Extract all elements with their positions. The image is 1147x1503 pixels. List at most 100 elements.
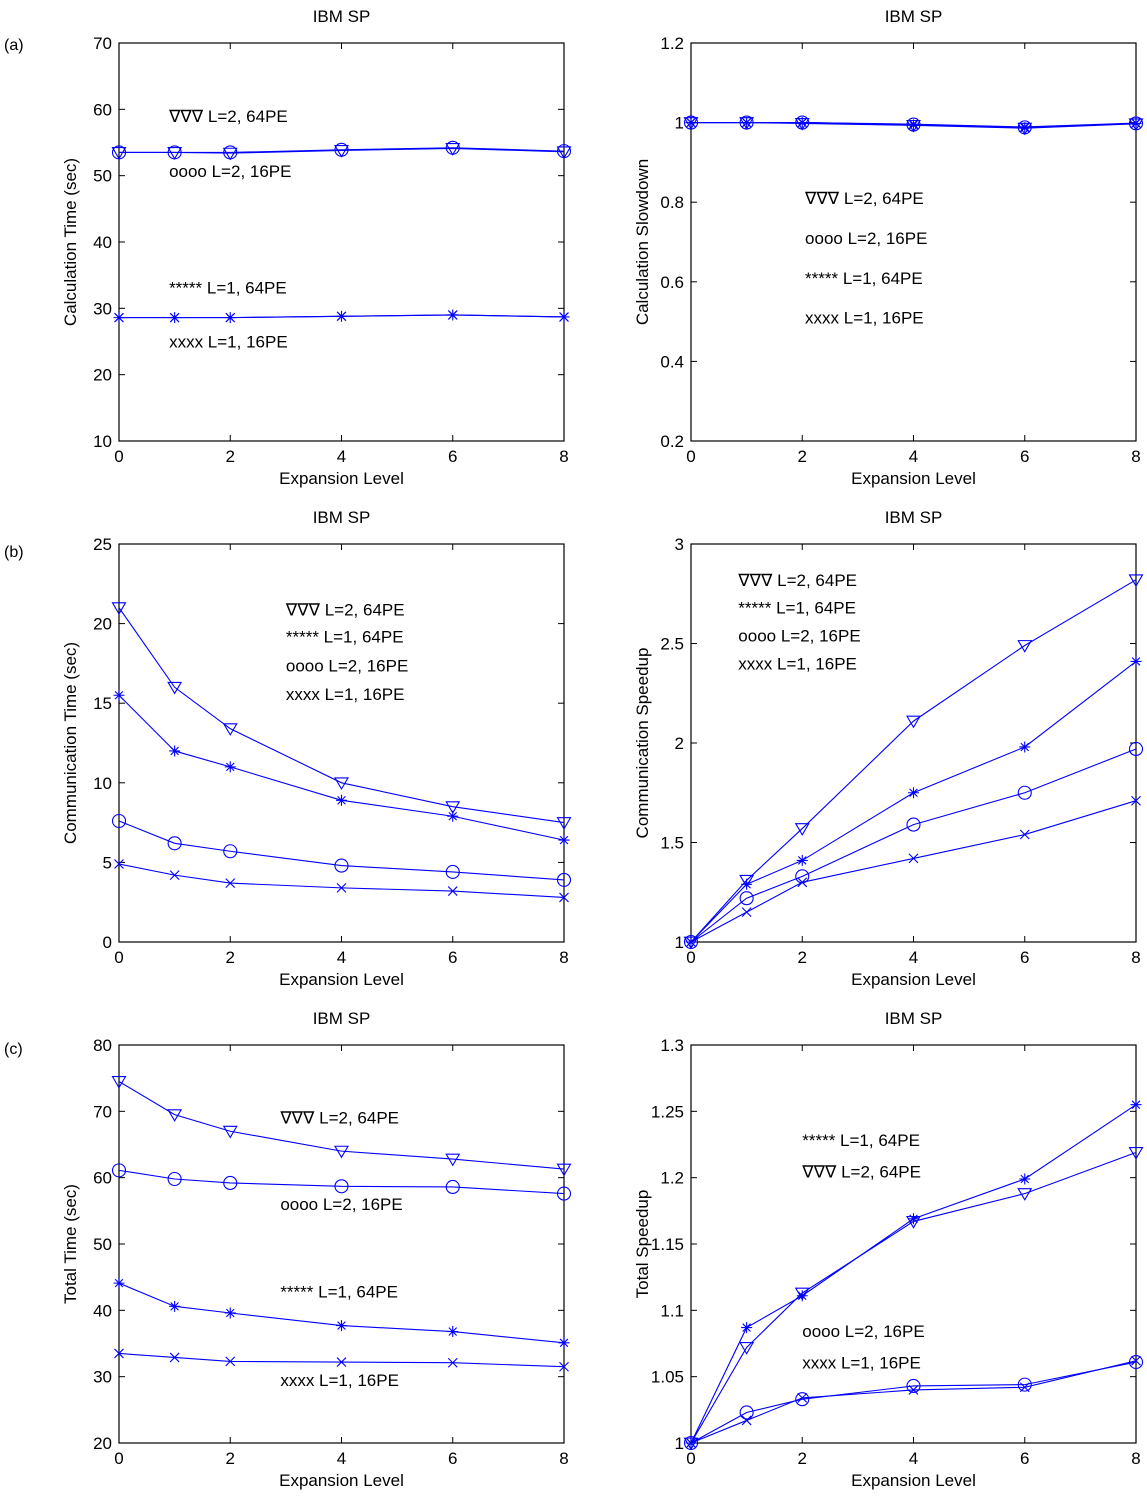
series-line xyxy=(118,1081,565,1170)
data-point xyxy=(111,602,127,615)
y-axis-label: Communication Time (sec) xyxy=(61,642,80,844)
x-tick-label: 8 xyxy=(1131,447,1140,466)
annotation-label: ***** L=1, 64PE xyxy=(286,628,404,647)
data-point xyxy=(445,143,461,156)
data-point xyxy=(169,1352,180,1363)
data-point xyxy=(222,723,238,736)
y-tick-label: 1.1 xyxy=(660,1301,684,1320)
series-star xyxy=(685,655,1142,948)
series-triangle xyxy=(683,1147,1144,1451)
y-tick-label: 40 xyxy=(93,233,112,252)
y-tick-label: 60 xyxy=(93,100,112,119)
data-point xyxy=(111,813,127,829)
data-point xyxy=(334,1145,349,1159)
series-x xyxy=(114,859,569,903)
annotation-label: ∇∇∇ L=2, 64PE xyxy=(801,1163,921,1182)
data-point xyxy=(334,145,349,158)
y-tick-label: 30 xyxy=(93,299,112,318)
data-point xyxy=(223,1175,238,1191)
x-tick-label: 8 xyxy=(559,1449,568,1468)
data-point xyxy=(556,1186,572,1201)
data-point xyxy=(222,1125,238,1139)
annotation-label: xxxx L=1, 16PE xyxy=(802,1354,921,1373)
data-point xyxy=(906,817,921,832)
x-tick-label: 8 xyxy=(1131,948,1140,967)
data-point xyxy=(683,1437,699,1451)
y-axis-label: Communication Speedup xyxy=(633,648,652,839)
data-point xyxy=(445,140,460,155)
series-line xyxy=(118,694,565,841)
annotation-label: oooo L=2, 16PE xyxy=(169,162,291,181)
y-tick-label: 1.2 xyxy=(660,34,684,53)
y-tick-label: 1.2 xyxy=(660,1169,684,1188)
y-tick-label: 1.25 xyxy=(651,1102,684,1121)
x-tick-label: 6 xyxy=(1020,1449,1029,1468)
y-tick-label: 25 xyxy=(93,535,112,554)
x-tick-label: 2 xyxy=(798,447,807,466)
data-point xyxy=(908,853,919,864)
annotation-label: ***** L=1, 64PE xyxy=(738,599,856,618)
annotation-label: oooo L=2, 16PE xyxy=(805,229,927,248)
annotation-label: ***** L=1, 64PE xyxy=(802,1131,920,1150)
series-triangle xyxy=(111,602,572,830)
x-tick-label: 4 xyxy=(909,1449,918,1468)
data-point xyxy=(447,886,458,896)
data-point xyxy=(447,310,458,320)
y-tick-label: 1.15 xyxy=(651,1235,684,1254)
data-point xyxy=(223,145,238,160)
chart-title: IBM SP xyxy=(313,7,371,26)
data-point xyxy=(167,145,182,160)
x-axis-label: Expansion Level xyxy=(851,970,976,989)
data-point xyxy=(906,715,921,729)
data-point xyxy=(906,1216,921,1229)
data-point xyxy=(1019,122,1031,134)
y-tick-label: 0.6 xyxy=(660,273,684,292)
series-line xyxy=(690,579,1137,943)
data-point xyxy=(908,1385,919,1395)
data-point xyxy=(336,1320,347,1332)
data-point xyxy=(336,1357,347,1367)
data-point xyxy=(225,878,236,888)
x-tick-label: 2 xyxy=(798,1449,807,1468)
data-point xyxy=(445,801,461,814)
x-tick-label: 6 xyxy=(1020,447,1029,466)
chart-panel-5: 0 2 4 6 8 20 30 40 50 60 70 80 IBM SP Expansion Level… xyxy=(61,1009,572,1490)
data-point xyxy=(556,144,572,159)
series-line xyxy=(690,1361,1137,1444)
data-point xyxy=(222,147,238,161)
chart-panel-2: 0 2 4 6 8 0.2 0.4 0.6 0.8 1 1.2 IBM SP Expansion Lev… xyxy=(633,7,1144,488)
data-point xyxy=(796,854,808,866)
data-point xyxy=(111,1076,127,1089)
series-line xyxy=(118,607,565,824)
data-point xyxy=(686,937,696,947)
chart-panel-6: 0 2 4 6 8 1 1.05 1.1 1.15 1.2 1.25 1.3 IBM SP Expansi… xyxy=(633,1009,1144,1490)
data-point xyxy=(224,761,236,773)
series-line xyxy=(118,863,565,898)
data-point xyxy=(794,823,810,836)
data-point xyxy=(169,745,181,757)
data-point xyxy=(113,1277,125,1289)
data-point xyxy=(1017,785,1032,800)
x-tick-label: 4 xyxy=(337,447,346,466)
annotation-label: ∇∇∇ L=2, 64PE xyxy=(285,601,405,620)
data-point xyxy=(1019,1382,1030,1393)
series-circle xyxy=(111,1163,572,1201)
x-axis-label: Expansion Level xyxy=(279,469,404,488)
y-tick-label: 70 xyxy=(93,1102,112,1121)
data-point xyxy=(1017,1377,1032,1392)
y-tick-label: 1 xyxy=(675,114,684,133)
data-point xyxy=(223,844,238,859)
y-tick-label: 5 xyxy=(103,853,112,872)
y-tick-label: 0 xyxy=(103,933,112,952)
data-point xyxy=(559,1361,569,1372)
y-tick-label: 20 xyxy=(93,615,112,634)
data-point xyxy=(167,681,183,695)
data-point xyxy=(445,1153,461,1167)
series-x xyxy=(686,117,1141,132)
data-point xyxy=(739,1405,754,1420)
y-tick-label: 1.05 xyxy=(651,1368,684,1387)
x-tick-label: 0 xyxy=(686,1449,695,1468)
x-tick-label: 2 xyxy=(798,948,807,967)
y-tick-label: 1.5 xyxy=(660,834,684,853)
data-point xyxy=(336,882,347,893)
